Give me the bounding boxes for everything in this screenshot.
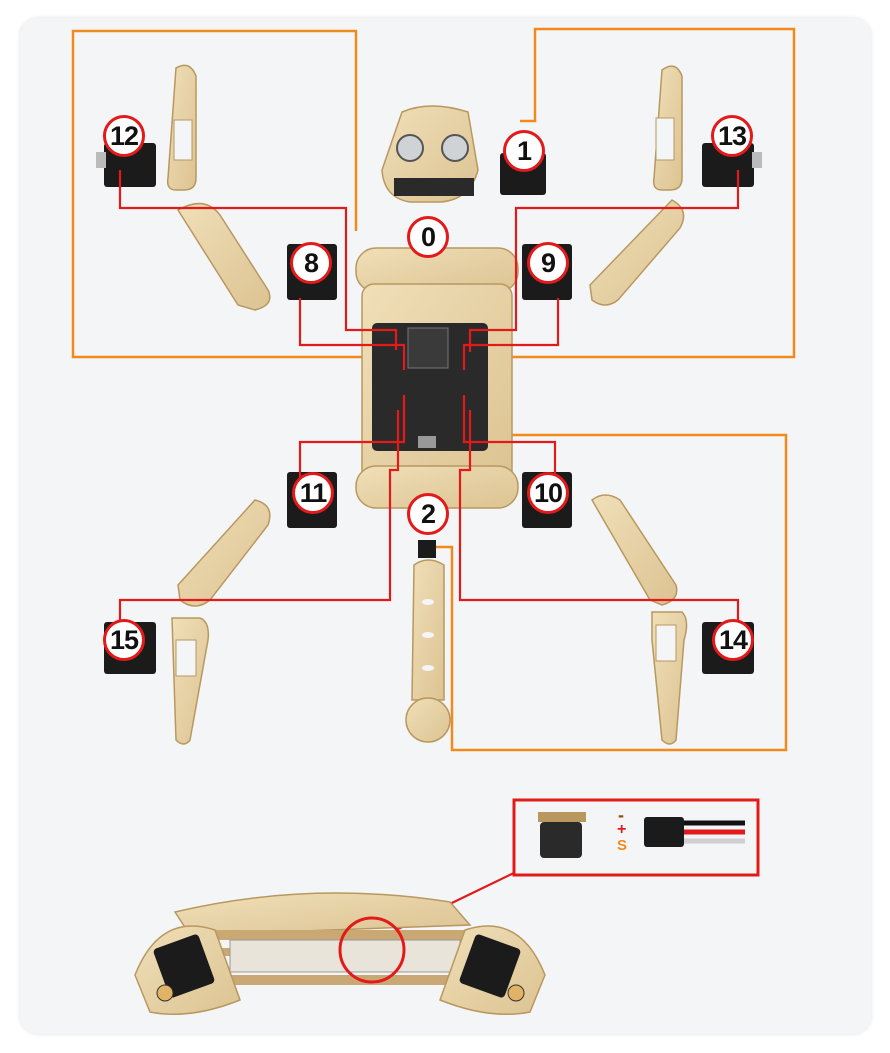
connector-signal-label: S	[617, 837, 628, 854]
orange-group-outlines	[71, 27, 796, 752]
connector-minus-label: -	[618, 805, 624, 825]
robot-tail	[405, 540, 451, 743]
servo-badge-0: 0	[407, 216, 449, 258]
servo-badge-11: 11	[292, 472, 334, 514]
servo-badge-13: 13	[711, 115, 753, 157]
upper-left-leg	[96, 64, 271, 311]
servo-badge-9: 9	[527, 242, 569, 284]
connector-plus-label: +	[617, 821, 627, 838]
connector-callout	[512, 798, 760, 877]
servo-badge-2: 2	[407, 493, 449, 535]
servo-badge-10: 10	[527, 472, 569, 514]
servo-badge-8: 8	[290, 242, 332, 284]
servo-badge-15: 15	[103, 619, 145, 661]
servo-badge-1: 1	[503, 130, 545, 172]
servo-badge-12: 12	[103, 115, 145, 157]
upper-right-leg	[589, 65, 762, 306]
servo-badge-14: 14	[712, 619, 754, 661]
robot-body	[355, 247, 519, 509]
robot-side-view	[134, 892, 546, 1016]
red-wires	[118, 170, 740, 931]
